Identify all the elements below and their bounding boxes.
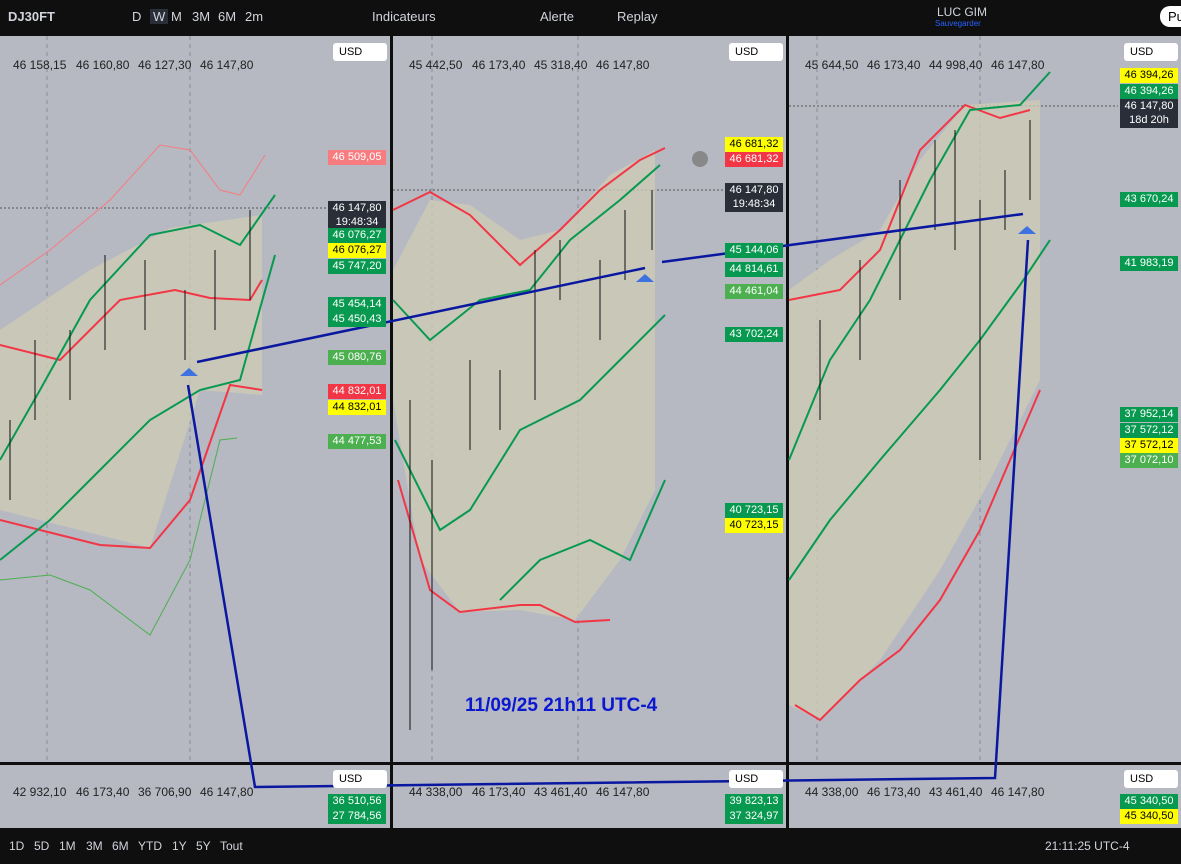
ohlc-value: 46 147,80 — [200, 785, 254, 799]
save-status: Sauvegarder — [935, 19, 981, 28]
publish-button[interactable]: Pu — [1160, 6, 1181, 27]
interval-button[interactable]: W — [150, 9, 169, 24]
price-label: 44 477,53 — [328, 434, 386, 449]
ohlc-value: 45 442,50 — [409, 58, 463, 72]
price-label: 45 747,20 — [328, 259, 386, 274]
price-label: 39 823,13 — [725, 794, 783, 809]
ohlc-value: 36 706,90 — [138, 785, 192, 799]
price-label: 27 784,56 — [328, 809, 386, 824]
price-label: 37 952,14 — [1120, 407, 1178, 422]
price-label: 37 072,10 — [1120, 453, 1178, 468]
ohlc-value: 42 932,10 — [13, 785, 67, 799]
currency-select[interactable]: USD — [333, 43, 387, 61]
range-button[interactable]: 5Y — [196, 839, 211, 853]
range-button[interactable]: 3M — [86, 839, 103, 853]
ohlc-value: 44 998,40 — [929, 58, 983, 72]
price-label: 40 723,15 — [725, 518, 783, 533]
ohlc-value: 43 461,40 — [929, 785, 983, 799]
price-label: 43 670,24 — [1120, 192, 1178, 207]
price-label-time: 18d 20h — [1120, 113, 1178, 128]
currency-select[interactable]: USD — [333, 770, 387, 788]
price-label: 44 832,01 — [328, 384, 386, 399]
ohlc-value: 46 147,80 — [200, 58, 254, 72]
currency-select[interactable]: USD — [729, 43, 783, 61]
ohlc-value: 46 173,40 — [76, 785, 130, 799]
ohlc-value: 46 147,80 — [991, 58, 1045, 72]
ohlc-value: 46 158,15 — [13, 58, 67, 72]
price-label: 44 814,61 — [725, 262, 783, 277]
indicators-button[interactable]: Indicateurs — [372, 9, 436, 24]
price-label: 45 454,14 — [328, 297, 386, 312]
ohlc-value: 46 173,40 — [867, 785, 921, 799]
price-label: 46 509,05 — [328, 150, 386, 165]
range-button[interactable]: 1Y — [172, 839, 187, 853]
ohlc-value: 46 173,40 — [472, 785, 526, 799]
user-name[interactable]: LUC GIM — [937, 5, 988, 19]
price-label: 45 340,50 — [1120, 794, 1178, 809]
ohlc-value: 45 644,50 — [805, 58, 859, 72]
price-label: 46 147,80 — [328, 201, 386, 216]
price-label: 36 510,56 — [328, 794, 386, 809]
price-label: 45 340,50 — [1120, 809, 1178, 824]
interval-button[interactable]: D — [132, 9, 142, 24]
ohlc-value: 44 338,00 — [805, 785, 859, 799]
clock: 21:11:25 UTC-4 — [1045, 839, 1130, 853]
price-label: 46 394,26 — [1120, 68, 1178, 83]
price-label: 46 394,26 — [1120, 84, 1178, 99]
replay-button[interactable]: Replay — [617, 9, 658, 24]
currency-select[interactable]: USD — [1124, 770, 1178, 788]
price-label: 45 144,06 — [725, 243, 783, 258]
ohlc-value: 44 338,00 — [409, 785, 463, 799]
ohlc-value: 46 160,80 — [76, 58, 130, 72]
price-label: 45 080,76 — [328, 350, 386, 365]
ohlc-value: 46 173,40 — [472, 58, 526, 72]
price-label: 46 147,80 — [725, 183, 783, 198]
range-button[interactable]: 1M — [59, 839, 76, 853]
price-label: 45 450,43 — [328, 312, 386, 327]
symbol[interactable]: DJ30FT — [8, 9, 55, 24]
price-label: 44 832,01 — [328, 400, 386, 415]
ohlc-value: 46 147,80 — [991, 785, 1045, 799]
range-button[interactable]: YTD — [138, 839, 162, 853]
price-label: 46 076,27 — [328, 243, 386, 258]
interval-button[interactable]: 3M — [192, 9, 211, 24]
price-label: 37 572,12 — [1120, 438, 1178, 453]
ohlc-value: 46 147,80 — [596, 785, 650, 799]
range-button[interactable]: 1D — [9, 839, 25, 853]
price-label-time: 19:48:34 — [328, 215, 386, 230]
annotation: 11/09/25 21h11 UTC-4 — [465, 695, 658, 716]
ohlc-value: 46 127,30 — [138, 58, 192, 72]
price-label: 37 324,97 — [725, 809, 783, 824]
range-button[interactable]: Tout — [220, 839, 243, 853]
range-button[interactable]: 5D — [34, 839, 50, 853]
interval-button[interactable]: 2m — [245, 9, 264, 24]
price-label: 37 572,12 — [1120, 423, 1178, 438]
ohlc-value: 45 318,40 — [534, 58, 588, 72]
price-label: 41 983,19 — [1120, 256, 1178, 271]
price-label: 43 702,24 — [725, 327, 783, 342]
interval-button[interactable]: 6M — [218, 9, 237, 24]
currency-select[interactable]: USD — [1124, 43, 1178, 61]
price-label: 46 681,32 — [725, 152, 783, 167]
ohlc-value: 46 147,80 — [596, 58, 650, 72]
currency-select[interactable]: USD — [729, 770, 783, 788]
ohlc-value: 46 173,40 — [867, 58, 921, 72]
ohlc-value: 43 461,40 — [534, 785, 588, 799]
price-label: 44 461,04 — [725, 284, 783, 299]
price-label: 46 076,27 — [328, 228, 386, 243]
price-label: 46 147,80 — [1120, 99, 1178, 114]
alert-button[interactable]: Alerte — [540, 9, 574, 24]
price-label-time: 19:48:34 — [725, 197, 783, 212]
interval-button[interactable]: M — [171, 9, 182, 24]
price-label: 40 723,15 — [725, 503, 783, 518]
price-label: 46 681,32 — [725, 137, 783, 152]
range-button[interactable]: 6M — [112, 839, 129, 853]
